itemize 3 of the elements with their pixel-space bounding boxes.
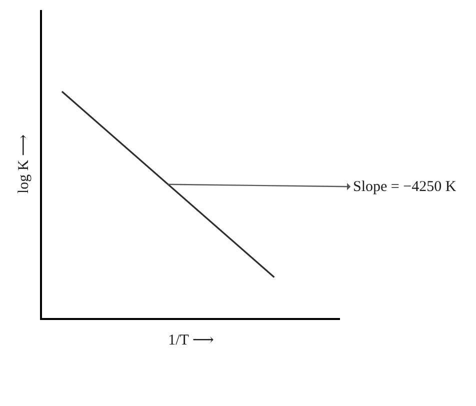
- x-axis-title: 1/T ⟶: [168, 332, 214, 348]
- y-axis-title: log K ⟶: [16, 134, 32, 194]
- text: Slope = −4250 K: [353, 179, 456, 195]
